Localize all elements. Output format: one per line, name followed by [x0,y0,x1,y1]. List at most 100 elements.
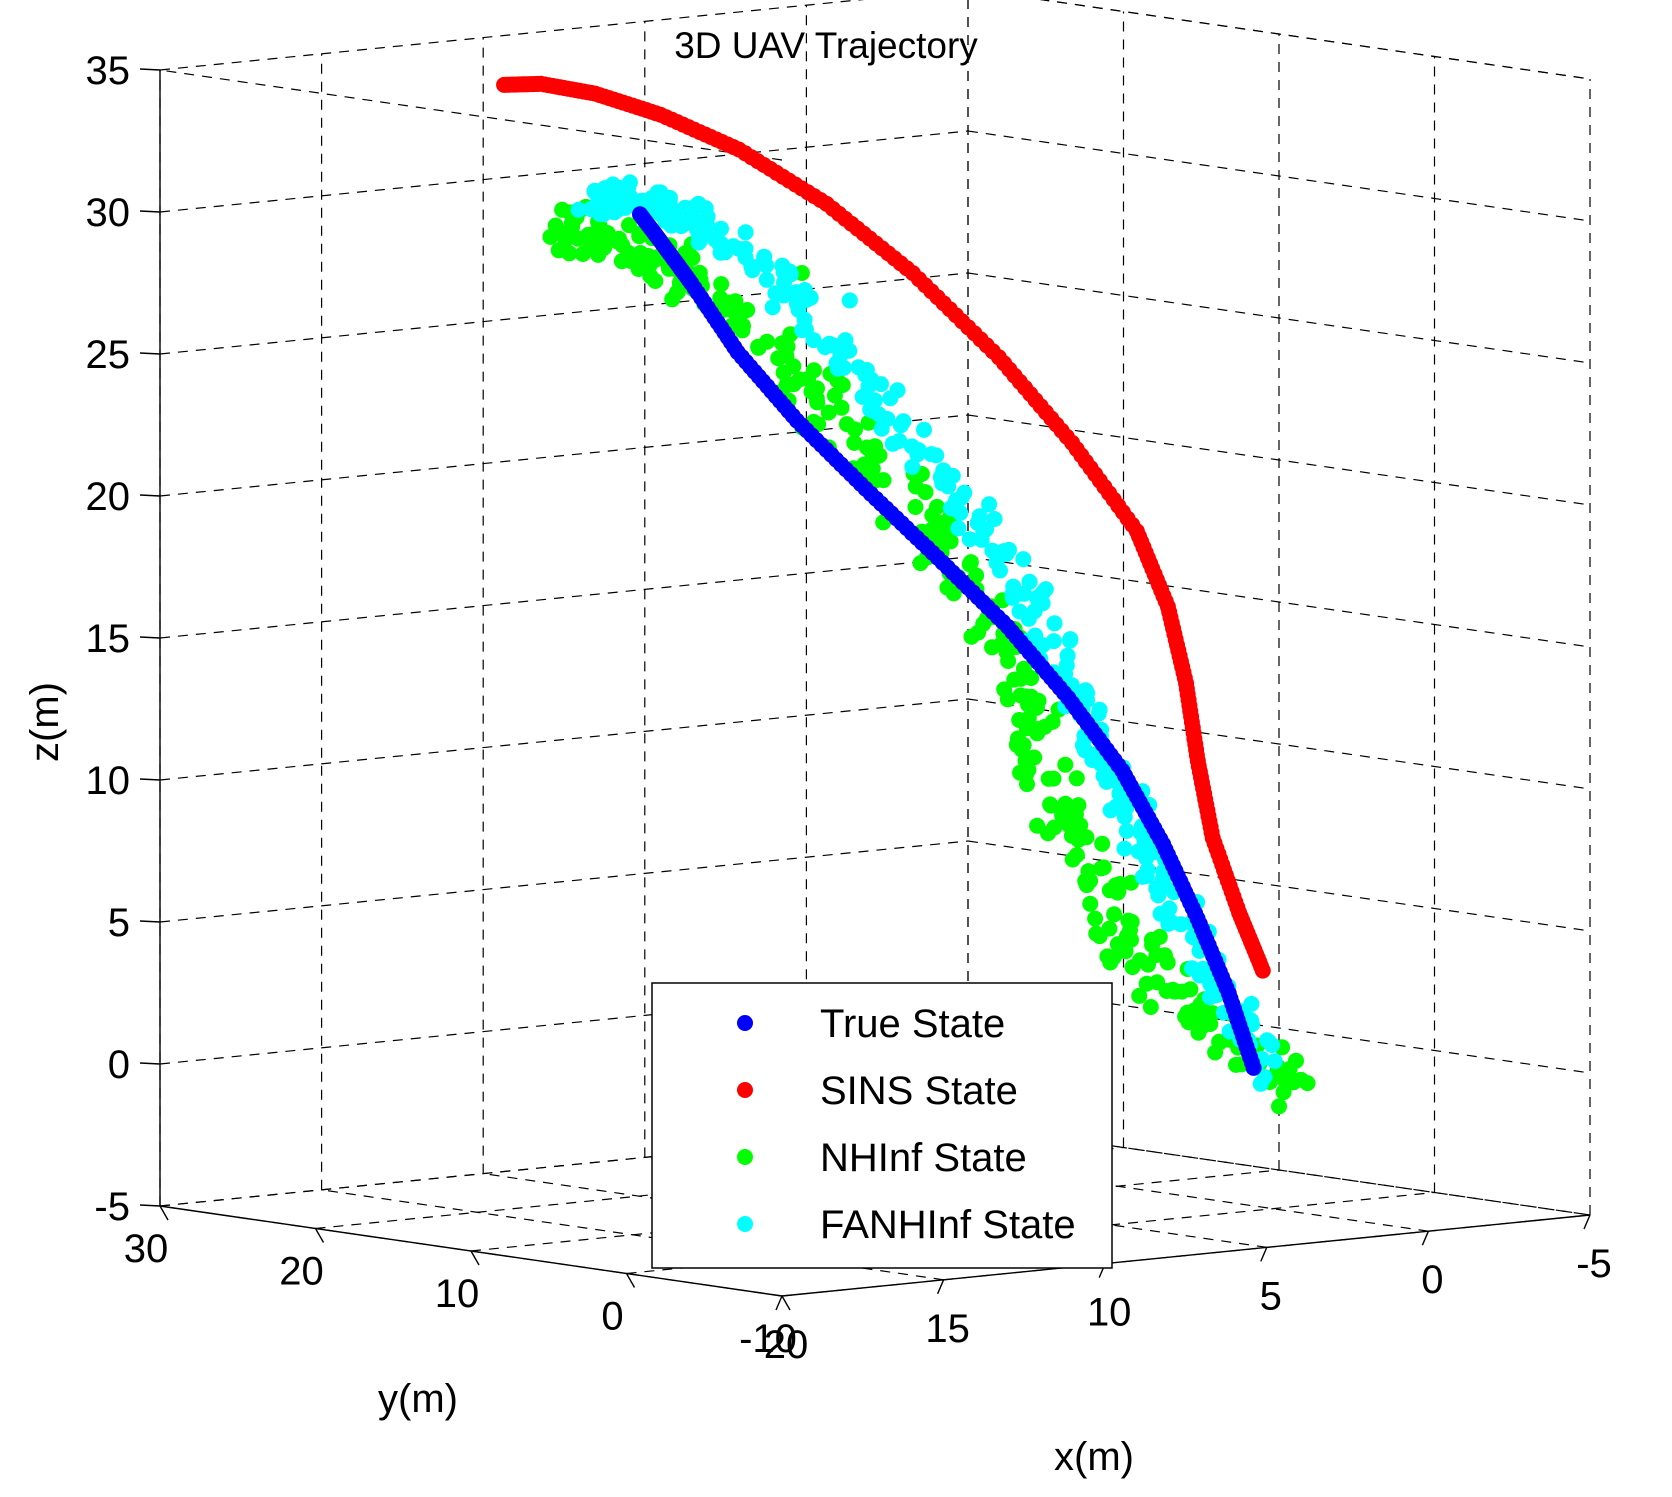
data-point [805,332,822,349]
data-point [1179,1004,1196,1021]
data-point [1094,835,1111,852]
z-tick-mark [139,1062,161,1065]
data-point [592,223,609,240]
data-point [642,268,659,285]
data-point [826,387,843,404]
y-tick-label: 30 [124,1227,169,1271]
data-point [720,294,737,311]
z-tick-label: 5 [108,901,130,945]
data-point [1102,802,1119,819]
grid-line-z [967,982,1591,1074]
data-point [1134,868,1151,885]
data-point [1164,981,1181,998]
grid-line-z [159,698,969,781]
data-point [1034,637,1051,654]
data-point [961,531,978,548]
data-point [1228,1056,1244,1073]
data-point [1151,928,1168,945]
data-point [829,372,846,389]
data-point [981,496,998,513]
data-point [634,192,650,209]
data-point [935,462,952,479]
data-point [1118,822,1135,839]
x-tick-label: 20 [764,1323,809,1367]
legend-label: NHInf State [820,1136,1027,1180]
data-point [614,237,631,254]
data-point [846,434,863,451]
grid-line-y [159,1124,969,1207]
data-point [1079,685,1096,702]
y-tick-mark [470,1250,480,1266]
data-point [1131,987,1148,1004]
data-point [570,230,587,247]
legend-label: FANHInf State [820,1203,1076,1247]
z-tick-mark [139,210,161,213]
data-point [1207,1044,1224,1061]
data-point [1093,860,1110,877]
data-point [713,276,730,293]
data-point [785,376,802,393]
data-point [1266,1053,1283,1070]
data-point [1015,551,1032,568]
data-point [1018,720,1035,737]
legend-marker [737,1216,753,1232]
data-point [1028,590,1045,606]
z-tick-label: 15 [86,617,131,661]
grid-line-z [159,556,969,639]
z-tick-label: -5 [94,1185,130,1229]
x-tick-label: -5 [1576,1242,1612,1286]
z-tick-mark [139,778,161,781]
data-point [962,554,979,571]
x-tick-label: 15 [925,1307,970,1351]
data-point [1054,807,1071,824]
box-edge [159,69,783,161]
data-point [621,217,637,234]
legend-marker [737,1082,753,1098]
data-point [725,238,742,255]
data-point [593,239,610,256]
data-point [1149,974,1166,991]
grid-line-z [159,840,969,923]
y-tick-mark [625,1273,636,1288]
data-point [1080,863,1097,880]
data-point [910,442,927,459]
x-tick-mark [1421,1230,1430,1246]
data-point [1148,947,1165,963]
data-point [864,460,881,477]
series-true-state [632,206,1262,1076]
data-point [1087,910,1104,927]
data-point [984,542,1001,559]
data-point [923,446,940,463]
data-point [1161,900,1178,917]
legend: True State SINS State NHInf State FANHInf S… [651,982,1113,1269]
data-point [1000,653,1017,669]
data-point [586,183,603,200]
data-point [622,188,638,205]
grid-line-z [159,982,969,1065]
data-point [774,335,791,352]
z-tick-label: 30 [86,191,131,235]
data-point [1046,615,1063,632]
data-point [1021,573,1038,590]
data-point [1142,999,1159,1015]
data-point [833,399,850,416]
data-point [1044,713,1061,730]
data-point [684,250,701,266]
data-point [649,184,666,201]
data-point [858,439,875,456]
grid-line-z [967,840,1591,932]
data-point [1116,840,1133,857]
data-point [1026,749,1043,766]
data-point [737,224,754,241]
data-point [632,206,648,223]
data-point [1243,995,1260,1012]
x-tick-label: 5 [1260,1274,1282,1318]
data-point [907,499,924,515]
data-point [678,215,695,232]
data-point [788,284,805,301]
data-point [875,472,892,489]
y-tick-label: -10 [739,1317,797,1361]
y-axis-label: y(m) [378,1377,458,1421]
data-point [775,264,792,280]
data-point [557,231,574,248]
